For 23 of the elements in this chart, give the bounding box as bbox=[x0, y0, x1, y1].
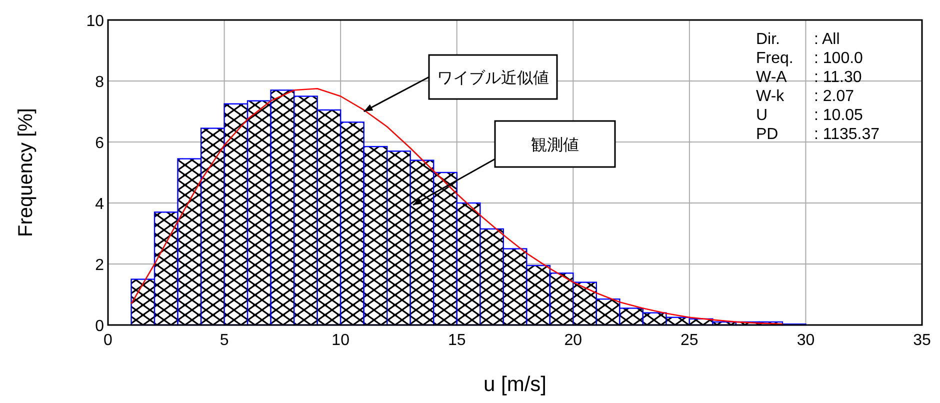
text: PD : 1135.37 bbox=[756, 126, 880, 143]
annotation: ワイブル近似値 bbox=[437, 69, 549, 87]
x-tick-label: 15 bbox=[448, 332, 466, 349]
y-tick-label: 0 bbox=[95, 318, 104, 335]
y-tick-label: 6 bbox=[95, 135, 104, 152]
x-tick-label: 35 bbox=[913, 332, 931, 349]
y-tick-label: 10 bbox=[86, 13, 104, 30]
x-tick-label: 5 bbox=[220, 332, 229, 349]
x-tick-label: 10 bbox=[332, 332, 350, 349]
text: Dir. : All bbox=[756, 31, 840, 48]
x-tick-label: 30 bbox=[796, 332, 815, 349]
text: Freq. : 100.0 bbox=[756, 50, 863, 67]
text: W-k : 2.07 bbox=[756, 88, 854, 105]
x-tick-label: 25 bbox=[680, 332, 698, 349]
x-tick-label: 20 bbox=[564, 332, 582, 349]
x-axis-title: u [m/s] bbox=[483, 373, 547, 396]
text: W-A : 11.30 bbox=[756, 69, 862, 86]
y-tick-label: 8 bbox=[95, 74, 104, 91]
y-tick-label: 4 bbox=[95, 196, 104, 213]
annotation: 観測値 bbox=[531, 136, 579, 154]
y-axis-title: Frequency [%] bbox=[15, 108, 37, 237]
text: U : 10.05 bbox=[756, 107, 863, 124]
y-tick-label: 2 bbox=[95, 257, 104, 274]
